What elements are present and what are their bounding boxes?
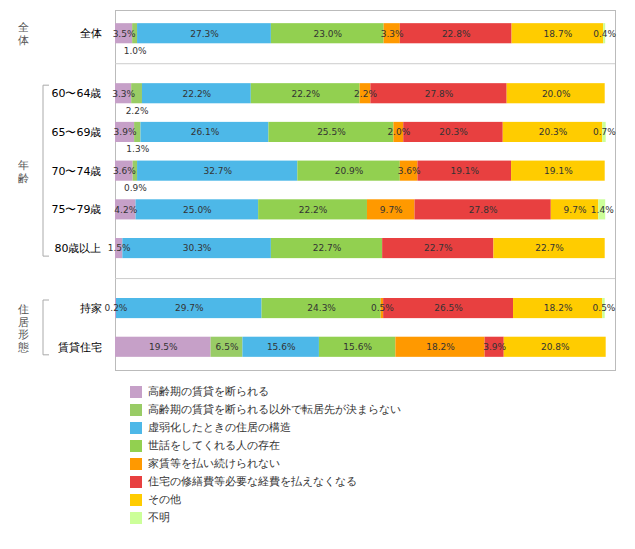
svg-text:18.2%: 18.2%: [544, 303, 573, 313]
svg-text:1.5%: 1.5%: [108, 243, 131, 253]
svg-text:1.3%: 1.3%: [126, 144, 149, 154]
svg-text:20.0%: 20.0%: [542, 89, 571, 99]
html-text:その他: その他: [148, 493, 181, 506]
svg-text:22.2%: 22.2%: [183, 89, 212, 99]
svg-text:32.7%: 32.7%: [203, 166, 232, 176]
svg-text:22.7%: 22.7%: [424, 243, 453, 253]
svg-text:3.3%: 3.3%: [112, 89, 135, 99]
svg-text:80歳以上: 80歳以上: [55, 242, 102, 255]
svg-text:2.2%: 2.2%: [126, 106, 149, 116]
svg-text:年齢: 年齢: [18, 159, 29, 185]
html-text:高齢期の賃貸を断られる: 高齢期の賃貸を断られる: [148, 385, 269, 398]
svg-text:30.3%: 30.3%: [183, 243, 212, 253]
svg-text:0.5%: 0.5%: [371, 303, 394, 313]
svg-text:22.8%: 22.8%: [442, 29, 471, 39]
svg-text:24.3%: 24.3%: [307, 303, 336, 313]
svg-text:19.1%: 19.1%: [544, 166, 573, 176]
svg-text:0.2%: 0.2%: [105, 303, 128, 313]
svg-text:26.5%: 26.5%: [434, 303, 463, 313]
svg-text:2.0%: 2.0%: [387, 127, 410, 137]
svg-text:3.6%: 3.6%: [113, 166, 136, 176]
svg-text:全体: 全体: [80, 27, 102, 40]
svg-text:27.8%: 27.8%: [469, 205, 498, 215]
svg-text:0.4%: 0.4%: [593, 29, 616, 39]
svg-text:0.7%: 0.7%: [593, 127, 616, 137]
svg-text:22.7%: 22.7%: [313, 243, 342, 253]
svg-text:23.0%: 23.0%: [313, 29, 342, 39]
html-text:世話をしてくれる人の存在: 世話をしてくれる人の存在: [148, 439, 280, 452]
svg-text:2.2%: 2.2%: [354, 89, 377, 99]
svg-text:15.6%: 15.6%: [343, 342, 372, 352]
svg-text:0.5%: 0.5%: [593, 303, 616, 313]
svg-text:70〜74歳: 70〜74歳: [52, 165, 102, 178]
svg-text:27.8%: 27.8%: [425, 89, 454, 99]
svg-text:60〜64歳: 60〜64歳: [52, 87, 102, 100]
svg-text:4.2%: 4.2%: [114, 205, 137, 215]
svg-text:75〜79歳: 75〜79歳: [52, 203, 102, 216]
svg-text:20.8%: 20.8%: [541, 342, 570, 352]
svg-text:19.1%: 19.1%: [450, 166, 479, 176]
svg-text:9.7%: 9.7%: [564, 205, 587, 215]
svg-text:15.6%: 15.6%: [267, 342, 296, 352]
svg-text:18.7%: 18.7%: [544, 29, 573, 39]
svg-text:65〜69歳: 65〜69歳: [52, 126, 102, 139]
svg-text:20.9%: 20.9%: [335, 166, 364, 176]
svg-text:3.9%: 3.9%: [483, 342, 506, 352]
html-text:不明: 不明: [148, 511, 170, 524]
svg-text:22.2%: 22.2%: [299, 205, 328, 215]
svg-text:3.6%: 3.6%: [398, 166, 421, 176]
svg-text:22.2%: 22.2%: [291, 89, 320, 99]
svg-text:26.1%: 26.1%: [191, 127, 220, 137]
svg-text:9.7%: 9.7%: [380, 205, 403, 215]
svg-text:19.5%: 19.5%: [149, 342, 178, 352]
svg-text:20.3%: 20.3%: [539, 127, 568, 137]
html-text:高齢期の賃貸を断られる以外で転居先が決まらない: 高齢期の賃貸を断られる以外で転居先が決まらない: [148, 403, 401, 416]
svg-text:29.7%: 29.7%: [175, 303, 204, 313]
svg-text:6.5%: 6.5%: [216, 342, 239, 352]
svg-text:1.4%: 1.4%: [591, 205, 614, 215]
svg-text:18.2%: 18.2%: [426, 342, 455, 352]
svg-text:0.9%: 0.9%: [124, 183, 147, 193]
svg-text:25.5%: 25.5%: [317, 127, 346, 137]
svg-text:27.3%: 27.3%: [190, 29, 219, 39]
svg-text:住居形態: 住居形態: [17, 303, 29, 354]
svg-text:全体: 全体: [18, 21, 29, 47]
svg-text:25.0%: 25.0%: [183, 205, 212, 215]
svg-text:1.0%: 1.0%: [124, 46, 147, 56]
svg-text:持家: 持家: [80, 302, 102, 315]
svg-text:22.7%: 22.7%: [535, 243, 564, 253]
svg-text:3.9%: 3.9%: [114, 127, 137, 137]
svg-text:3.5%: 3.5%: [113, 29, 136, 39]
svg-text:賃貸住宅: 賃貸住宅: [58, 341, 102, 354]
html-text:虚弱化したときの住居の構造: 虚弱化したときの住居の構造: [148, 421, 291, 434]
html-text:家賃等を払い続けられない: 家賃等を払い続けられない: [148, 457, 280, 470]
svg-text:20.3%: 20.3%: [439, 127, 468, 137]
svg-text:3.3%: 3.3%: [381, 29, 404, 39]
html-text:住宅の修繕費等必要な経費を払えなくなる: 住宅の修繕費等必要な経費を払えなくなる: [148, 475, 357, 488]
